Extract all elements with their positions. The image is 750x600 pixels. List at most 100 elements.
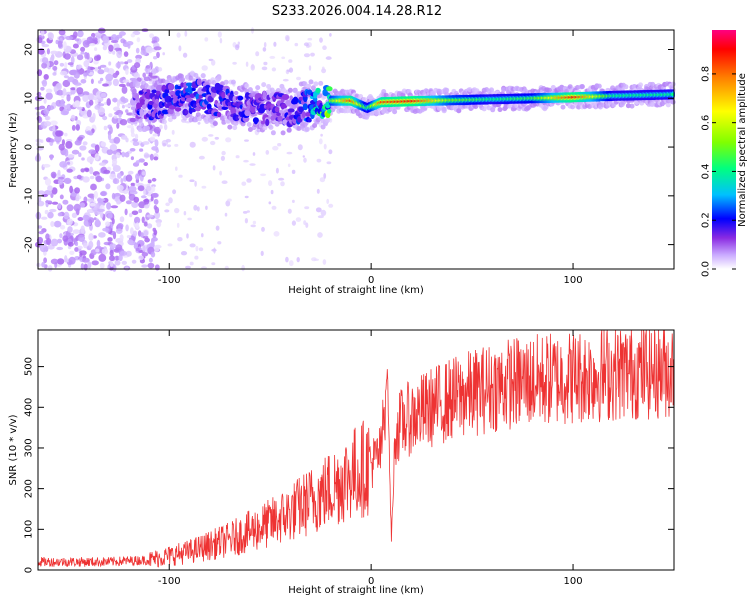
noise-blob: [153, 245, 160, 252]
ridge-halo: [227, 124, 233, 130]
noise-blob: [219, 170, 223, 176]
ridge-halo: [473, 104, 479, 110]
ridge-halo: [325, 117, 331, 123]
noise-blob: [268, 180, 273, 187]
noise-blob: [38, 196, 42, 202]
noise-blob: [108, 61, 112, 66]
noise-blob: [119, 194, 126, 202]
noise-blob: [277, 143, 282, 147]
noise-blob: [71, 149, 80, 155]
noise-blob: [80, 79, 87, 84]
noise-blob: [72, 43, 79, 49]
noise-blob: [99, 262, 105, 269]
ridge-blob: [151, 89, 157, 94]
noise-blob: [44, 189, 52, 196]
ridge-blob: [185, 82, 193, 87]
noise-blob: [60, 225, 66, 230]
noise-blob: [37, 190, 45, 195]
noise-blob: [48, 32, 54, 41]
noise-blob: [162, 52, 165, 56]
noise-blob: [316, 158, 322, 163]
ridge-blob: [302, 103, 308, 111]
noise-blob: [59, 62, 65, 67]
noise-blob: [67, 226, 73, 233]
noise-blob: [60, 99, 65, 107]
noise-blob: [187, 217, 192, 221]
noise-blob: [79, 202, 86, 208]
noise-blob: [178, 174, 183, 178]
noise-blob: [112, 158, 118, 166]
snr-axes: -100 0 100 0 100 200 300 400 500: [24, 330, 674, 587]
noise-blob: [147, 179, 152, 184]
noise-blob: [316, 188, 320, 194]
ridge-blob: [156, 90, 161, 96]
noise-blob: [221, 180, 228, 184]
y-tick-label: 400: [24, 398, 35, 417]
noise-blob: [135, 222, 140, 229]
noise-blob: [130, 156, 134, 161]
noise-blob: [189, 243, 196, 248]
noise-blob: [105, 183, 111, 190]
noise-blob: [127, 59, 133, 63]
ridge-halo: [274, 121, 280, 127]
noise-blob: [127, 239, 134, 245]
ridge-halo: [161, 119, 167, 125]
noise-blob: [143, 230, 149, 237]
noise-blob: [318, 138, 323, 145]
noise-blob: [145, 46, 153, 54]
noise-blob: [119, 119, 128, 126]
ridge-halo: [286, 127, 292, 133]
noise-blob: [76, 65, 82, 70]
noise-blob: [77, 136, 84, 141]
noise-blob: [67, 62, 74, 66]
ridge-halo: [223, 79, 229, 85]
ridge-blob: [196, 78, 202, 86]
noise-blob: [47, 211, 54, 219]
noise-blob: [53, 85, 58, 93]
noise-blob: [273, 231, 280, 237]
noise-blob: [78, 152, 82, 157]
noise-blob: [88, 72, 94, 76]
noise-blob: [133, 196, 140, 203]
noise-blob: [109, 173, 117, 180]
ridge-blob: [233, 90, 239, 96]
ridge-blob: [191, 108, 196, 113]
noise-blob: [138, 158, 145, 163]
ridge-halo: [138, 121, 144, 127]
ridge-blob: [135, 94, 140, 101]
noise-blob: [320, 209, 327, 216]
noise-blob: [35, 138, 42, 143]
noise-blob: [294, 42, 299, 47]
noise-blob: [142, 141, 150, 145]
noise-blob: [109, 255, 115, 262]
ridge-blob: [216, 84, 225, 92]
noise-blob: [315, 207, 322, 213]
noise-blob: [149, 153, 154, 161]
noise-blob: [125, 68, 129, 75]
ridge-halo: [261, 82, 267, 88]
noise-blob: [153, 46, 162, 51]
noise-blob: [250, 224, 256, 228]
snr-y-label: SNR (10 * v/v): [8, 414, 19, 485]
noise-blob: [80, 46, 86, 53]
noise-blob: [103, 67, 110, 73]
noise-blob: [59, 70, 68, 76]
noise-blob: [208, 134, 214, 137]
noise-blob: [130, 126, 135, 135]
noise-blob: [166, 144, 172, 148]
noise-blob: [183, 211, 187, 216]
noise-blob: [56, 246, 64, 251]
noise-blob: [201, 136, 208, 142]
noise-blob: [76, 106, 83, 110]
noise-blob: [171, 129, 175, 135]
noise-blob: [135, 247, 140, 252]
ridge-halo: [175, 111, 181, 117]
noise-blob: [153, 156, 159, 161]
noise-blob: [80, 263, 85, 270]
ridge-blob: [237, 95, 244, 101]
noise-blob: [201, 266, 207, 270]
noise-blob: [114, 47, 122, 51]
noise-blob: [153, 198, 159, 205]
noise-blob: [100, 141, 107, 147]
